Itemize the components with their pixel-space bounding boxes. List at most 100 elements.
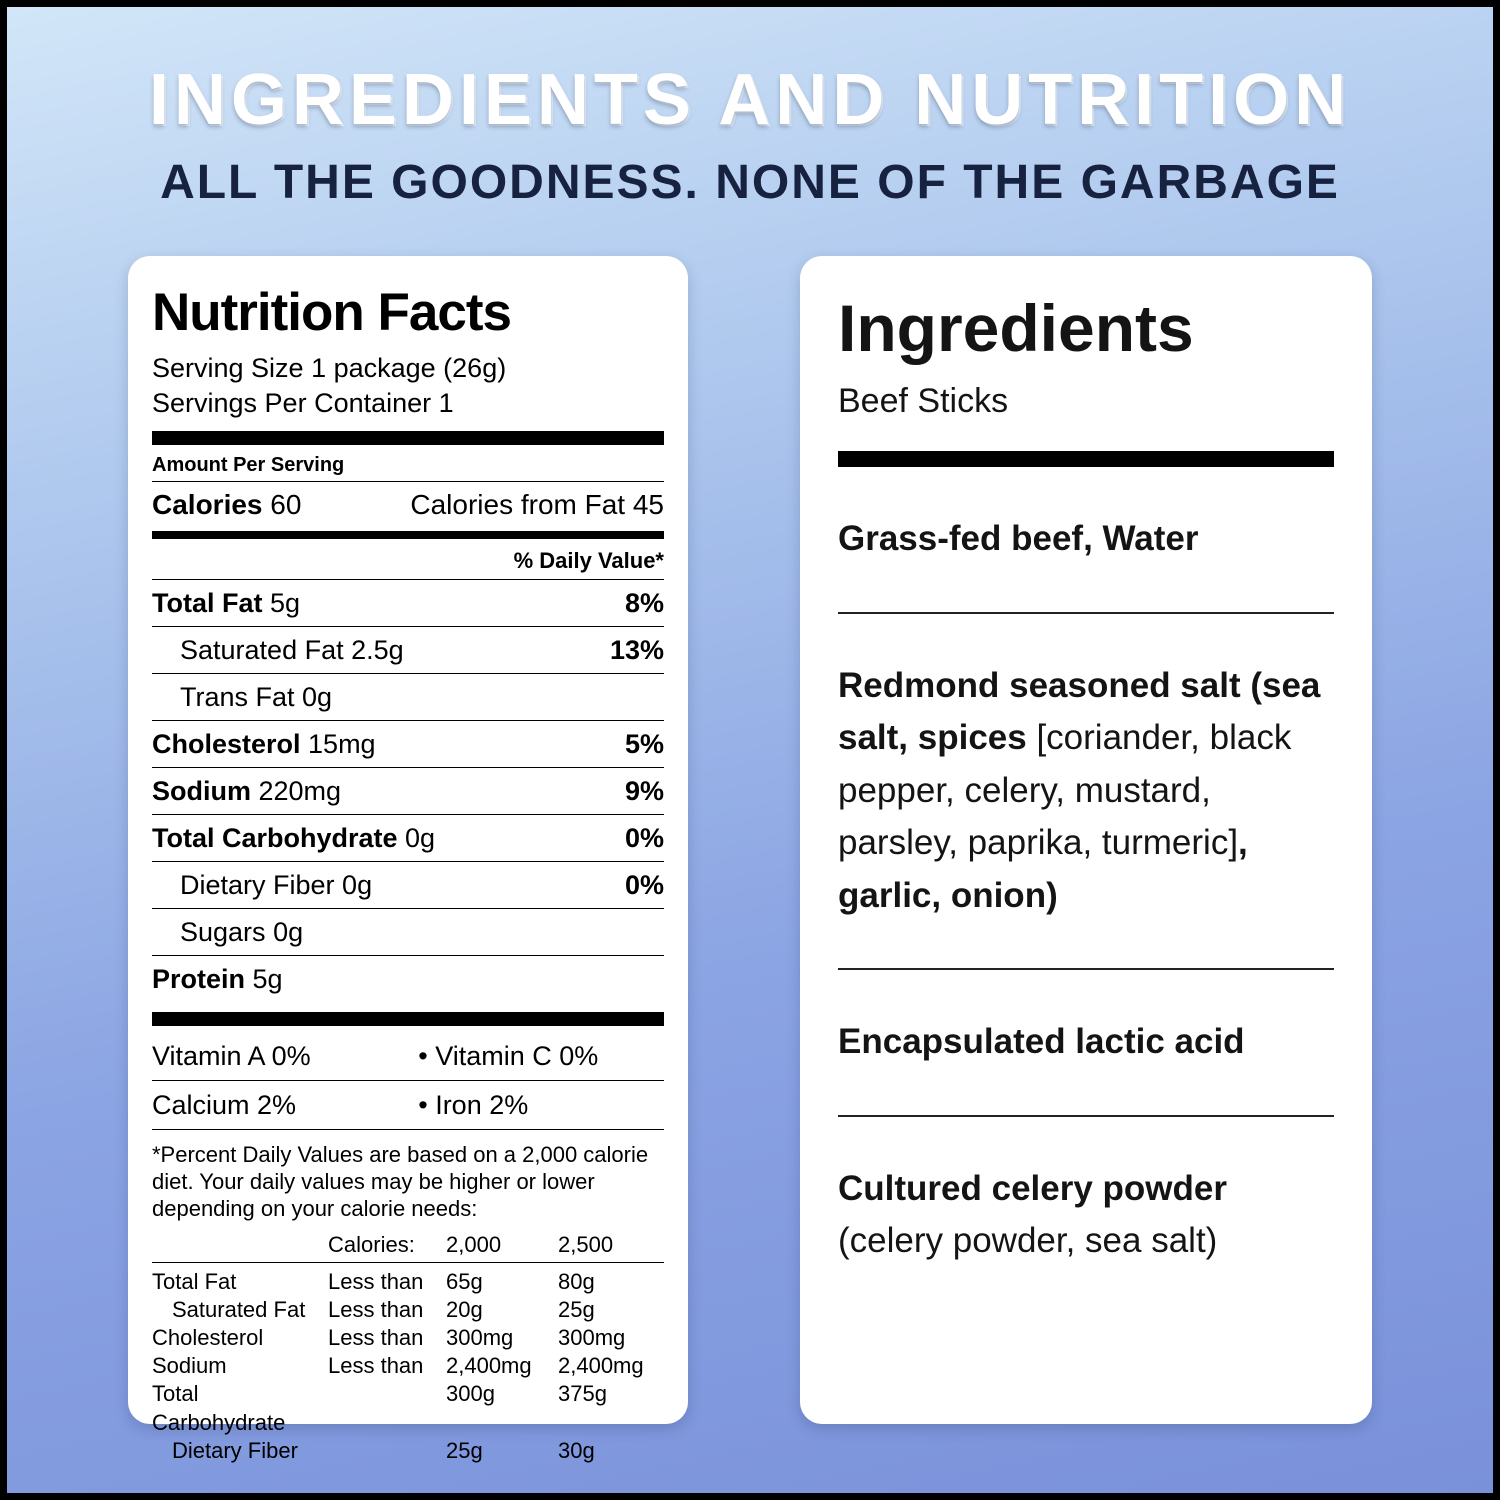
nutrient-name-amount: Dietary Fiber 0g xyxy=(180,870,373,901)
reference-value-2500: 30g xyxy=(558,1437,595,1463)
ingredient-segment: (celery powder, sea salt) xyxy=(838,1221,1218,1260)
reference-table-row: Sodium Less than 2,400mg 2,400mg xyxy=(152,1352,664,1380)
vitamin-right: • Iron 2% xyxy=(418,1090,529,1121)
ingredient-segment: , garlic, onion) xyxy=(838,823,1248,915)
reference-name: Sodium xyxy=(152,1353,227,1379)
vitamin-left: Vitamin A 0% xyxy=(152,1041,311,1072)
nutrition-facts-title: Nutrition Facts xyxy=(152,283,512,342)
ingredient-segment: Encapsulated lactic acid xyxy=(838,1022,1245,1061)
daily-value-footnote: *Percent Daily Values are based on a 2,0… xyxy=(152,1142,649,1221)
section-divider xyxy=(838,1114,1334,1117)
reference-table-row: Cholesterol Less than 300mg 300mg xyxy=(152,1324,664,1352)
ingredient-segment: [coriander, black pepper, celery, mustar… xyxy=(838,718,1292,862)
nutrient-name-amount: Sugars 0g xyxy=(180,917,304,948)
nutrient-name-amount: Sodium 220mg xyxy=(152,776,342,807)
nutrient-name: Saturated Fat xyxy=(180,635,344,666)
servings-per-container: Servings Per Container 1 xyxy=(152,388,454,419)
nutrient-name: Protein xyxy=(152,964,246,995)
reference-qualifier: Less than xyxy=(328,1353,424,1379)
vitamin-row: Calcium 2% • Iron 2% xyxy=(152,1081,664,1131)
reference-table-row: Total Carbohydrate 300g 375g xyxy=(152,1380,664,1436)
vitamin-right: • Vitamin C 0% xyxy=(418,1041,599,1072)
reference-qualifier: Less than xyxy=(328,1296,424,1322)
serving-size: Serving Size 1 package (26g) xyxy=(152,353,507,383)
nutrition-facts-card: Nutrition Facts Serving Size 1 package (… xyxy=(128,256,688,1463)
reference-value-2000: 2,400mg xyxy=(446,1353,532,1379)
nutrient-daily-value: 8% xyxy=(624,588,664,619)
thick-divider-bar xyxy=(152,1012,664,1027)
nutrient-name-amount: Protein 5g xyxy=(152,964,283,995)
nutrient-name-amount: Trans Fat 0g xyxy=(180,682,333,713)
nutrient-daily-value: 13% xyxy=(609,635,664,666)
vitamin-left: Calcium 2% xyxy=(152,1090,297,1121)
nutrient-name: Trans Fat xyxy=(180,682,295,713)
reference-value-2500: 25g xyxy=(558,1296,595,1322)
calories-row: Calories 60 Calories from Fat 45 xyxy=(152,482,664,527)
medium-divider-bar xyxy=(152,531,664,540)
nutrient-name: Sodium xyxy=(152,776,251,807)
nutrient-row: Total Carbohydrate 0g 0% xyxy=(152,815,664,863)
nutrient-rows: Total Fat 5g 8% Saturated Fat 2.5g 13% Trans… xyxy=(152,580,664,1002)
product-name: Beef Sticks xyxy=(838,382,1009,420)
nutrient-name-amount: Cholesterol 15mg xyxy=(152,729,376,760)
reference-table-row: Saturated Fat Less than 20g 25g xyxy=(152,1296,664,1324)
nutrient-row: Trans Fat 0g xyxy=(152,674,664,722)
reference-name: Dietary Fiber xyxy=(172,1437,298,1463)
reference-value-2500: 300mg xyxy=(558,1325,626,1351)
nutrient-name-amount: Total Fat 5g xyxy=(152,588,301,619)
calories-from-fat: Calories from Fat 45 xyxy=(410,489,664,521)
reference-header-cell: Calories: xyxy=(328,1231,415,1257)
ingredient-segment: Cultured celery powder xyxy=(838,1168,1227,1208)
nutrient-name: Cholesterol xyxy=(152,729,301,760)
nutrient-row: Sugars 0g xyxy=(152,909,664,957)
ingredient-section: Grass-fed beef, Water xyxy=(838,513,1334,566)
nutrient-daily-value: 5% xyxy=(624,729,664,760)
reference-name: Total Fat xyxy=(152,1268,237,1294)
reference-table: Calories: 2,000 2,500 Total Fat Less than 65g… xyxy=(152,1231,664,1465)
nutrient-name: Sugars xyxy=(180,917,266,948)
vitamin-rows: Vitamin A 0% • Vitamin C 0% Calcium 2% • Ir… xyxy=(152,1032,664,1131)
calories-cell: Calories 60 xyxy=(152,489,301,521)
reference-value-2000: 25g xyxy=(446,1437,483,1463)
reference-header-cell: 2,000 xyxy=(446,1231,502,1257)
calories-value: 60 xyxy=(270,489,302,521)
cards-container: Nutrition Facts Serving Size 1 package (… xyxy=(67,256,1433,1463)
reference-value-2500: 375g xyxy=(558,1381,607,1407)
thick-divider-bar xyxy=(838,451,1334,467)
ingredients-card: Ingredients Beef Sticks Grass-fed beef, … xyxy=(800,256,1372,1424)
nutrient-row: Cholesterol 15mg 5% xyxy=(152,721,664,769)
nutrient-daily-value: 0% xyxy=(624,870,664,901)
nutrient-name-amount: Saturated Fat 2.5g xyxy=(180,635,404,666)
calories-label: Calories xyxy=(152,489,263,521)
reference-qualifier xyxy=(328,1437,446,1465)
reference-name: Total Carbohydrate xyxy=(152,1381,286,1435)
reference-header-cell: 2,500 xyxy=(558,1231,614,1257)
daily-value-header: % Daily Value* xyxy=(152,543,664,581)
nutrient-row: Sodium 220mg 9% xyxy=(152,768,664,816)
nutrient-row: Protein 5g xyxy=(152,956,664,1002)
ingredient-section: Encapsulated lactic acid xyxy=(838,1016,1334,1069)
reference-value-2000: 65g xyxy=(446,1268,483,1294)
nutrient-row: Total Fat 5g 8% xyxy=(152,580,664,628)
nutrient-name: Total Fat xyxy=(152,588,263,619)
ingredient-segment: Redmond seasoned salt (sea salt, spices xyxy=(838,665,1321,758)
nutrient-row: Saturated Fat 2.5g 13% xyxy=(152,627,664,675)
reference-header-cell xyxy=(152,1231,328,1259)
reference-value-2000: 300g xyxy=(446,1381,495,1407)
reference-qualifier xyxy=(328,1380,446,1436)
reference-value-2000: 20g xyxy=(446,1296,483,1322)
page-subtitle: ALL THE GOODNESS. NONE OF THE GARBAGE xyxy=(160,156,1340,209)
reference-value-2000: 300mg xyxy=(446,1325,514,1351)
nutrient-daily-value: 0% xyxy=(624,823,664,854)
nutrient-name-amount: Total Carbohydrate 0g xyxy=(152,823,436,854)
nutrient-row: Dietary Fiber 0g 0% xyxy=(152,862,664,910)
vitamin-row: Vitamin A 0% • Vitamin C 0% xyxy=(152,1032,664,1082)
section-divider xyxy=(838,611,1334,614)
page-title: INGREDIENTS AND NUTRITION xyxy=(148,60,1352,140)
ingredient-segment: Grass-fed beef, Water xyxy=(838,519,1199,558)
reference-name: Saturated Fat xyxy=(172,1296,306,1322)
reference-qualifier: Less than xyxy=(328,1268,424,1294)
reference-table-row: Dietary Fiber 25g 30g xyxy=(152,1437,664,1465)
reference-value-2500: 80g xyxy=(558,1268,595,1294)
